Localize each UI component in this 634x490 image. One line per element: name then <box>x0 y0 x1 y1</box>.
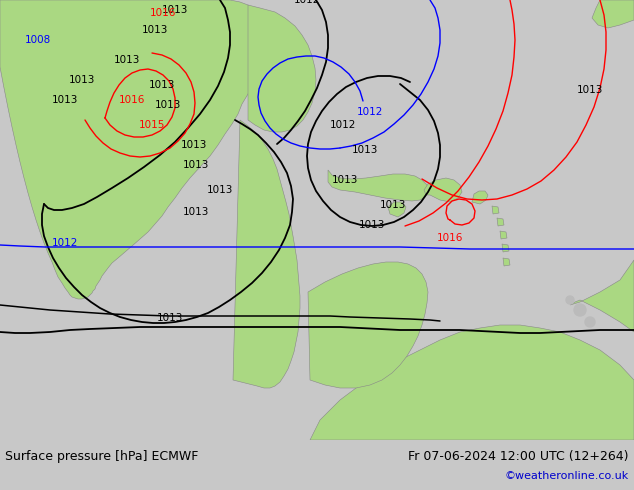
Text: ©weatheronline.co.uk: ©weatheronline.co.uk <box>505 471 629 481</box>
Text: 1013: 1013 <box>52 95 78 105</box>
Polygon shape <box>310 325 634 440</box>
Polygon shape <box>500 231 507 239</box>
Text: 1013: 1013 <box>157 313 183 323</box>
Polygon shape <box>502 244 509 252</box>
Text: 1013: 1013 <box>380 200 406 210</box>
Text: 1013: 1013 <box>162 5 188 15</box>
Circle shape <box>585 317 595 327</box>
Text: 1013: 1013 <box>149 80 175 90</box>
Text: 1016: 1016 <box>119 95 145 105</box>
Text: Fr 07-06-2024 12:00 UTC (12+264): Fr 07-06-2024 12:00 UTC (12+264) <box>408 449 629 463</box>
Text: 1013: 1013 <box>359 220 385 230</box>
Polygon shape <box>328 170 428 201</box>
Polygon shape <box>0 0 275 299</box>
Text: 1012: 1012 <box>294 0 320 5</box>
Text: 1013: 1013 <box>181 140 207 150</box>
Text: 1013: 1013 <box>183 160 209 170</box>
Text: Surface pressure [hPa] ECMWF: Surface pressure [hPa] ECMWF <box>5 449 198 463</box>
Polygon shape <box>503 258 510 266</box>
Polygon shape <box>248 5 316 132</box>
Text: 1016: 1016 <box>150 8 176 18</box>
Circle shape <box>574 304 586 316</box>
Text: 1013: 1013 <box>332 175 358 185</box>
Text: 1008: 1008 <box>25 35 51 45</box>
Text: 1013: 1013 <box>142 25 168 35</box>
Text: 1013: 1013 <box>207 185 233 195</box>
Polygon shape <box>570 260 634 332</box>
Text: 1016: 1016 <box>437 233 463 243</box>
Text: 1012: 1012 <box>52 238 78 248</box>
Text: 1013: 1013 <box>114 55 140 65</box>
Polygon shape <box>472 191 488 204</box>
Polygon shape <box>497 218 504 226</box>
Polygon shape <box>308 262 428 388</box>
Text: 1013: 1013 <box>352 145 378 155</box>
Polygon shape <box>388 202 406 217</box>
Polygon shape <box>492 206 499 214</box>
Text: 1015: 1015 <box>139 120 165 130</box>
Circle shape <box>566 296 574 304</box>
Text: 1012: 1012 <box>330 120 356 130</box>
Text: 1013: 1013 <box>577 85 603 95</box>
Polygon shape <box>592 0 634 28</box>
Text: 1012: 1012 <box>357 107 383 117</box>
Text: 1013: 1013 <box>183 207 209 217</box>
Text: 1013: 1013 <box>69 75 95 85</box>
Polygon shape <box>424 178 462 202</box>
Text: 1013: 1013 <box>155 100 181 110</box>
Polygon shape <box>233 120 300 388</box>
